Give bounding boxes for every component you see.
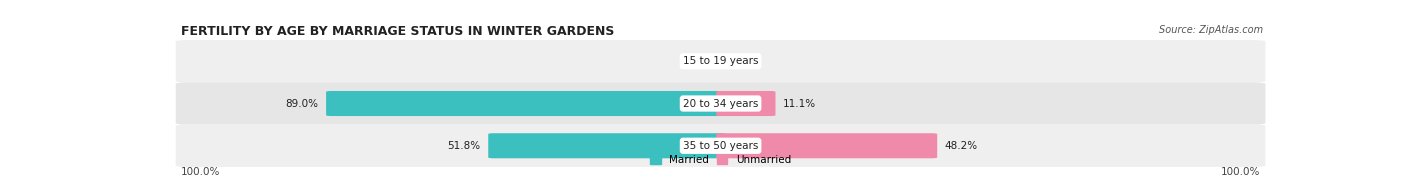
FancyBboxPatch shape (488, 133, 725, 158)
Text: 0.0%: 0.0% (735, 56, 761, 66)
Text: 11.1%: 11.1% (783, 99, 817, 109)
FancyBboxPatch shape (716, 133, 938, 158)
Text: 89.0%: 89.0% (285, 99, 319, 109)
FancyBboxPatch shape (176, 40, 1265, 82)
Text: 100.0%: 100.0% (181, 167, 221, 177)
FancyBboxPatch shape (176, 125, 1265, 167)
Text: 15 to 19 years: 15 to 19 years (683, 56, 758, 66)
Text: 35 to 50 years: 35 to 50 years (683, 141, 758, 151)
Text: 48.2%: 48.2% (945, 141, 979, 151)
Text: 100.0%: 100.0% (1220, 167, 1260, 177)
FancyBboxPatch shape (176, 82, 1265, 125)
Text: 0.0%: 0.0% (681, 56, 706, 66)
Text: Source: ZipAtlas.com: Source: ZipAtlas.com (1159, 25, 1263, 35)
FancyBboxPatch shape (326, 91, 725, 116)
Text: 20 to 34 years: 20 to 34 years (683, 99, 758, 109)
Text: 51.8%: 51.8% (447, 141, 481, 151)
Text: FERTILITY BY AGE BY MARRIAGE STATUS IN WINTER GARDENS: FERTILITY BY AGE BY MARRIAGE STATUS IN W… (181, 25, 614, 38)
Legend: Married, Unmarried: Married, Unmarried (645, 151, 796, 169)
FancyBboxPatch shape (716, 91, 776, 116)
